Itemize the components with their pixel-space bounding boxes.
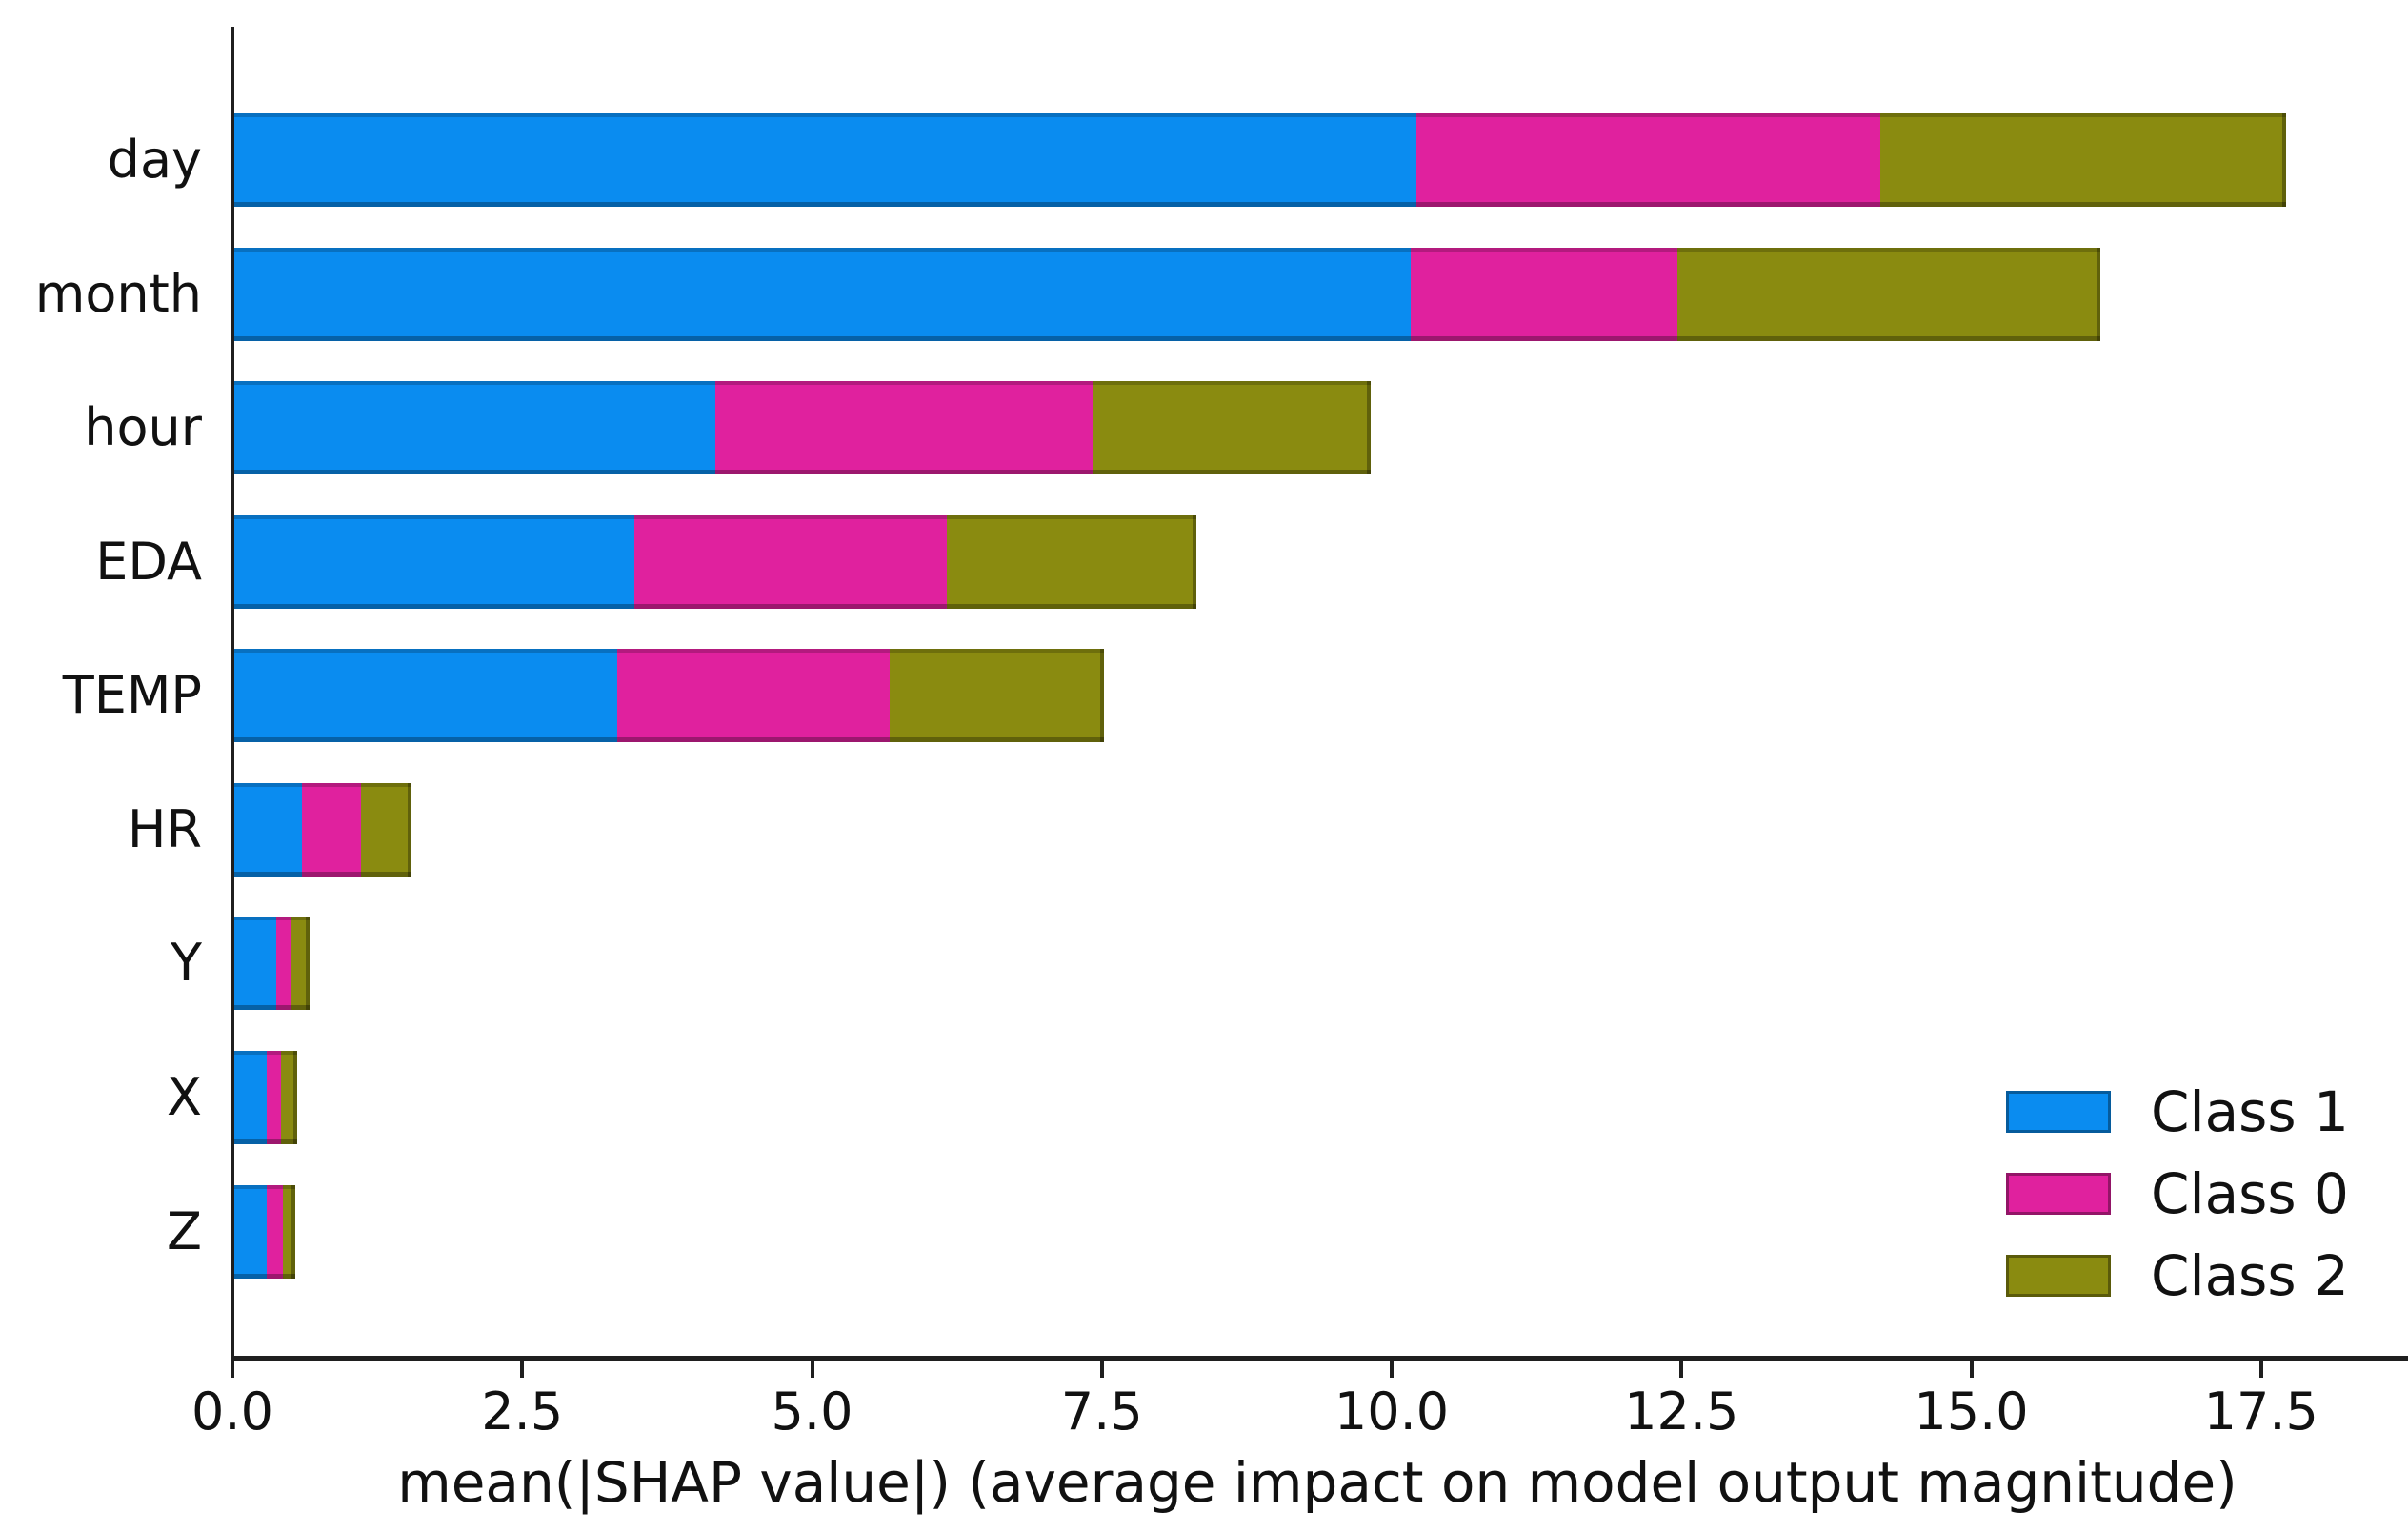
bar-segment-class-1: [234, 113, 1417, 207]
plot-area: [231, 27, 2408, 1361]
bar-segment-class-2: [283, 1184, 296, 1279]
y-axis-label-hour: hour: [84, 397, 202, 458]
bar-segment-class-0: [301, 782, 361, 877]
bar-segment-class-1: [234, 649, 617, 743]
bar-segment-class-2: [1092, 381, 1371, 475]
x-tick-mark: [1390, 1361, 1394, 1378]
bar-segment-class-1: [234, 247, 1412, 341]
bar-segment-class-0: [1411, 247, 1678, 341]
legend: Class 1 Class 0 Class 2: [2006, 1071, 2349, 1317]
bar-segment-class-2: [291, 917, 311, 1011]
bar-row-eda: [234, 514, 1197, 609]
x-tick-label: 12.5: [1624, 1381, 1739, 1441]
bar-segment-class-2: [889, 649, 1104, 743]
bar-row-day: [234, 113, 2287, 207]
x-tick-mark: [231, 1361, 234, 1378]
bar-segment-class-0: [715, 381, 1093, 475]
bar-segment-class-2: [360, 782, 412, 877]
bar-segment-class-2: [1880, 113, 2287, 207]
legend-swatch-class-1: [2006, 1091, 2111, 1133]
x-tick-mark: [1969, 1361, 1974, 1378]
legend-swatch-class-2: [2006, 1255, 2111, 1297]
y-axis-label-hr: HR: [127, 798, 202, 859]
bar-segment-class-1: [234, 782, 302, 877]
x-tick-mark: [2258, 1361, 2263, 1378]
x-tick-mark: [1099, 1361, 1104, 1378]
bar-row-z: [234, 1184, 296, 1279]
x-tick-mark: [810, 1361, 814, 1378]
bar-row-temp: [234, 649, 1104, 743]
legend-row-class-1: Class 1: [2006, 1071, 2349, 1153]
bar-segment-class-0: [1416, 113, 1881, 207]
legend-label: Class 1: [2151, 1079, 2349, 1144]
y-axis-label-x: X: [167, 1066, 202, 1127]
y-axis-label-eda: EDA: [95, 531, 202, 592]
legend-label: Class 2: [2151, 1243, 2349, 1308]
bar-segment-class-1: [234, 1184, 268, 1279]
x-tick-label: 5.0: [771, 1381, 853, 1441]
bar-segment-class-0: [267, 1050, 281, 1144]
bar-row-month: [234, 247, 2101, 341]
y-axis-label-day: day: [107, 130, 202, 190]
y-axis-label-temp: TEMP: [62, 665, 202, 726]
bar-segment-class-0: [616, 649, 890, 743]
bar-row-y: [234, 917, 311, 1011]
bar-row-hour: [234, 381, 1371, 475]
x-axis-title: mean(|SHAP value|) (average impact on mo…: [397, 1450, 2237, 1515]
x-tick-label: 2.5: [481, 1381, 564, 1441]
y-axis-label-z: Z: [167, 1200, 202, 1261]
bar-segment-class-0: [633, 514, 948, 609]
x-tick-label: 15.0: [1914, 1381, 2029, 1441]
x-tick-label: 7.5: [1060, 1381, 1143, 1441]
bar-segment-class-2: [947, 514, 1197, 609]
bar-segment-class-1: [234, 1050, 268, 1144]
bar-row-x: [234, 1050, 297, 1144]
legend-row-class-2: Class 2: [2006, 1235, 2349, 1317]
y-axis-label-y: Y: [171, 933, 202, 994]
bar-segment-class-1: [234, 917, 276, 1011]
bar-segment-class-0: [267, 1184, 284, 1279]
legend-row-class-0: Class 0: [2006, 1153, 2349, 1235]
x-tick-mark: [520, 1361, 525, 1378]
bar-row-hr: [234, 782, 412, 877]
x-tick-label: 0.0: [191, 1381, 273, 1441]
bar-segment-class-2: [1677, 247, 2101, 341]
bar-segment-class-1: [234, 514, 634, 609]
bar-segment-class-2: [280, 1050, 297, 1144]
x-tick-label: 17.5: [2203, 1381, 2318, 1441]
legend-swatch-class-0: [2006, 1173, 2111, 1215]
y-axis-label-month: month: [34, 263, 202, 324]
x-tick-label: 10.0: [1334, 1381, 1450, 1441]
x-tick-mark: [1679, 1361, 1684, 1378]
legend-label: Class 0: [2151, 1161, 2349, 1226]
bar-segment-class-0: [275, 917, 291, 1011]
bar-segment-class-1: [234, 381, 716, 475]
